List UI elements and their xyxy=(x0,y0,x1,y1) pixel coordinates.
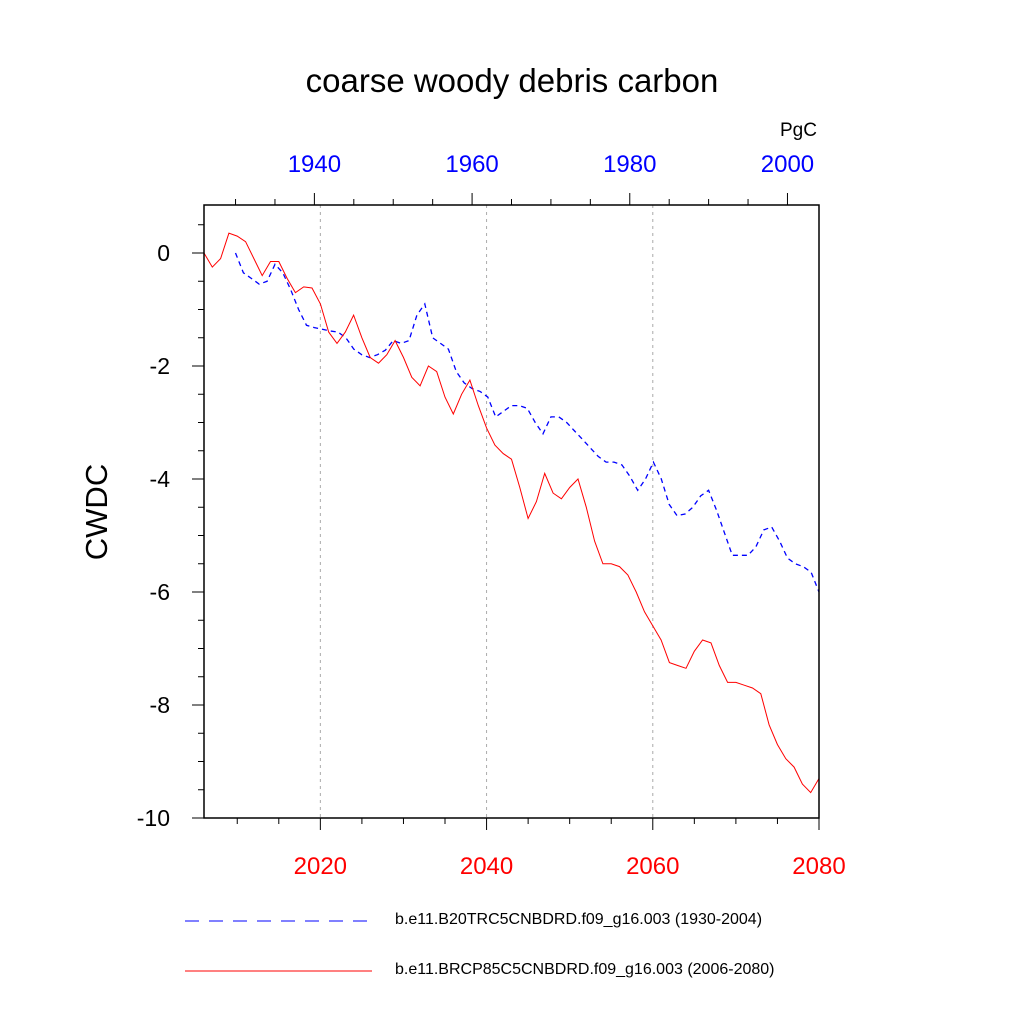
x-axis-top: 1940 1960 1980 2000 xyxy=(235,151,814,205)
y-tick-label: -8 xyxy=(150,692,170,718)
y-tick-label: -6 xyxy=(150,579,170,605)
x-bottom-tick-label: 2040 xyxy=(460,853,513,880)
legend-swatches xyxy=(185,920,372,972)
x-top-tick-label: 1940 xyxy=(288,151,341,178)
plot-frame xyxy=(203,204,820,819)
x-bottom-tick-label: 2060 xyxy=(626,853,679,880)
y-tick-label: -10 xyxy=(137,805,170,831)
x-axis-bottom: 2020 2040 2060 2080 xyxy=(236,818,846,880)
x-bottom-tick-label: 2080 xyxy=(792,853,845,880)
y-tick-label: -2 xyxy=(150,353,170,379)
series-group xyxy=(203,232,820,794)
y-tick-label: -4 xyxy=(150,466,171,492)
y-tick-label: 0 xyxy=(157,240,170,266)
series-line-rcp85 xyxy=(203,232,820,794)
y-axis: 0 -2 -4 -6 -8 -10 xyxy=(137,224,204,831)
x-top-tick-label: 2000 xyxy=(761,151,814,178)
y-axis-label: CWDC xyxy=(79,463,114,561)
grid-lines xyxy=(319,205,654,818)
x-top-tick-label: 1960 xyxy=(445,151,498,178)
units-label: PgC xyxy=(780,120,817,141)
x-bottom-tick-label: 2020 xyxy=(294,853,347,880)
chart-title: coarse woody debris carbon xyxy=(305,62,719,99)
series-line-historical xyxy=(234,252,820,593)
x-top-tick-label: 1980 xyxy=(603,151,656,178)
